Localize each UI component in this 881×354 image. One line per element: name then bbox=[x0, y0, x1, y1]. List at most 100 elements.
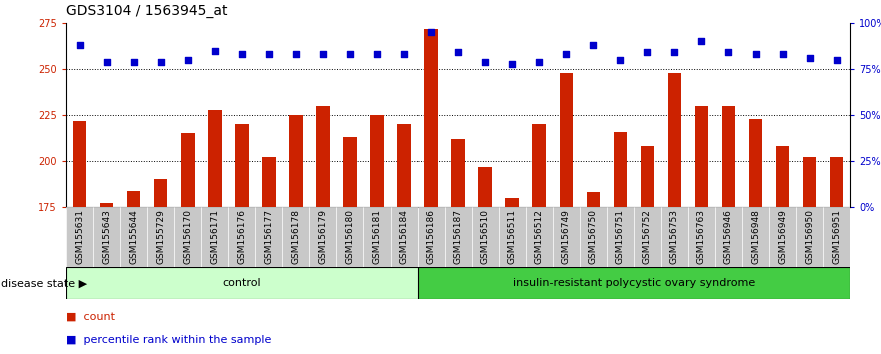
Text: GSM155631: GSM155631 bbox=[75, 209, 84, 264]
Point bbox=[586, 42, 600, 48]
Bar bbox=[174, 207, 201, 267]
Point bbox=[127, 59, 141, 64]
Bar bbox=[478, 167, 492, 207]
Text: GSM156510: GSM156510 bbox=[481, 209, 490, 264]
Bar bbox=[263, 158, 276, 354]
Text: GSM156170: GSM156170 bbox=[183, 209, 192, 264]
Text: GSM156752: GSM156752 bbox=[643, 209, 652, 264]
Bar bbox=[526, 207, 552, 267]
Point bbox=[397, 51, 411, 57]
Bar bbox=[661, 207, 688, 267]
Bar bbox=[445, 207, 471, 267]
Bar bbox=[830, 158, 843, 207]
Point bbox=[100, 59, 114, 64]
Bar bbox=[397, 124, 411, 354]
Point bbox=[694, 39, 708, 44]
Text: control: control bbox=[223, 278, 261, 288]
Point bbox=[613, 57, 627, 63]
Bar bbox=[73, 121, 86, 354]
Bar bbox=[742, 207, 769, 267]
Bar bbox=[722, 106, 736, 207]
Bar bbox=[208, 109, 221, 354]
Bar bbox=[532, 124, 546, 207]
Text: GSM156949: GSM156949 bbox=[778, 209, 787, 264]
Bar bbox=[580, 207, 607, 267]
Bar bbox=[154, 179, 167, 354]
Bar bbox=[100, 204, 114, 354]
Bar bbox=[235, 124, 248, 354]
Bar bbox=[418, 267, 850, 299]
Bar bbox=[255, 207, 283, 267]
Bar bbox=[552, 207, 580, 267]
Bar bbox=[613, 132, 627, 207]
Bar bbox=[66, 267, 418, 299]
Bar bbox=[344, 137, 357, 354]
Point bbox=[72, 42, 86, 48]
Bar bbox=[337, 207, 364, 267]
Text: GSM156176: GSM156176 bbox=[237, 209, 247, 264]
Point bbox=[505, 61, 519, 66]
Bar bbox=[228, 207, 255, 267]
Point bbox=[478, 59, 492, 64]
Bar bbox=[127, 190, 140, 354]
Bar bbox=[425, 29, 438, 207]
Bar bbox=[390, 207, 418, 267]
Point bbox=[234, 51, 248, 57]
Bar bbox=[633, 207, 661, 267]
Text: GSM156187: GSM156187 bbox=[454, 209, 463, 264]
Text: insulin-resistant polycystic ovary syndrome: insulin-resistant polycystic ovary syndr… bbox=[513, 278, 755, 288]
Point bbox=[722, 50, 736, 55]
Point bbox=[451, 50, 465, 55]
Point bbox=[262, 51, 276, 57]
Text: ■  percentile rank within the sample: ■ percentile rank within the sample bbox=[66, 335, 271, 345]
Bar bbox=[309, 207, 337, 267]
Text: GSM156950: GSM156950 bbox=[805, 209, 814, 264]
Bar bbox=[451, 139, 465, 207]
Text: GSM156512: GSM156512 bbox=[535, 209, 544, 264]
Text: GSM156178: GSM156178 bbox=[292, 209, 300, 264]
Text: GSM156179: GSM156179 bbox=[318, 209, 328, 264]
Text: GSM156180: GSM156180 bbox=[345, 209, 354, 264]
Text: GSM156763: GSM156763 bbox=[697, 209, 706, 264]
Bar bbox=[587, 192, 600, 207]
Point bbox=[370, 51, 384, 57]
Point bbox=[640, 50, 655, 55]
Bar bbox=[370, 115, 384, 354]
Bar bbox=[796, 207, 823, 267]
Point bbox=[559, 51, 574, 57]
Bar bbox=[607, 207, 633, 267]
Text: GDS3104 / 1563945_at: GDS3104 / 1563945_at bbox=[66, 4, 227, 18]
Bar bbox=[506, 198, 519, 207]
Text: GSM156181: GSM156181 bbox=[373, 209, 381, 264]
Point bbox=[775, 51, 789, 57]
Text: ■  count: ■ count bbox=[66, 312, 115, 322]
Text: GSM156948: GSM156948 bbox=[751, 209, 760, 264]
Bar bbox=[66, 207, 93, 267]
Bar bbox=[803, 158, 817, 207]
Text: GSM156186: GSM156186 bbox=[426, 209, 435, 264]
Point bbox=[181, 57, 195, 63]
Point bbox=[316, 51, 330, 57]
Bar bbox=[499, 207, 526, 267]
Text: GSM155729: GSM155729 bbox=[156, 209, 166, 264]
Point bbox=[289, 51, 303, 57]
Bar bbox=[823, 207, 850, 267]
Bar bbox=[316, 106, 329, 354]
Bar bbox=[749, 119, 762, 207]
Text: GSM156951: GSM156951 bbox=[833, 209, 841, 264]
Point bbox=[343, 51, 357, 57]
Point bbox=[208, 48, 222, 53]
Bar bbox=[418, 207, 445, 267]
Bar bbox=[559, 73, 573, 207]
Bar bbox=[688, 207, 715, 267]
Point bbox=[830, 57, 844, 63]
Text: GSM156171: GSM156171 bbox=[211, 209, 219, 264]
Point bbox=[749, 51, 763, 57]
Bar bbox=[364, 207, 390, 267]
Text: GSM156749: GSM156749 bbox=[562, 209, 571, 264]
Point bbox=[424, 29, 438, 35]
Text: GSM156177: GSM156177 bbox=[264, 209, 273, 264]
Point bbox=[668, 50, 682, 55]
Bar bbox=[640, 146, 654, 207]
Bar bbox=[147, 207, 174, 267]
